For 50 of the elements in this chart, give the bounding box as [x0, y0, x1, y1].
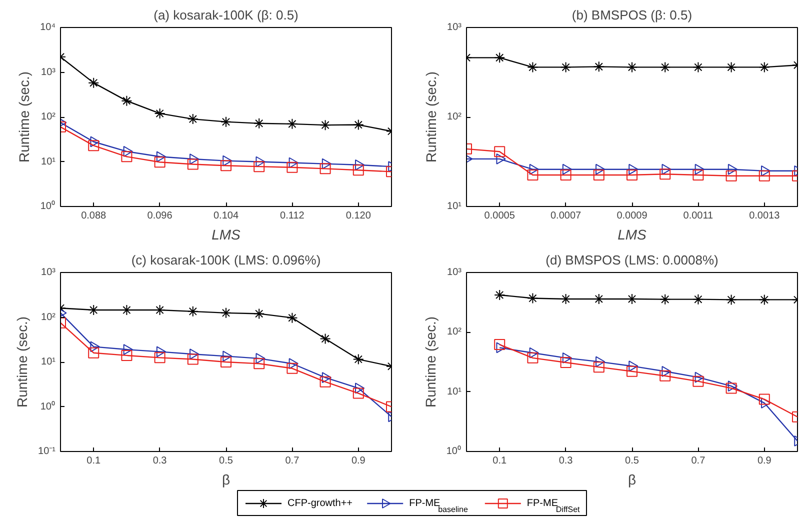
x-tick-label: 0.0005: [484, 210, 516, 222]
y-tick-label: 10³: [447, 22, 462, 33]
x-tick-label: 0.9: [757, 456, 772, 466]
x-tick-label: 0.120: [346, 210, 372, 222]
y-axis-title: Runtime (sec.): [16, 71, 32, 163]
x-tick-label: 0.5: [625, 456, 640, 466]
x-tick-label: 0.0009: [616, 210, 648, 222]
x-tick-label: 0.088: [81, 210, 107, 222]
x-axis-title: β: [222, 472, 230, 488]
chart-title: (c) kosarak-100K (LMS: 0.096%): [131, 252, 321, 268]
y-tick-label: 10³: [41, 66, 56, 78]
y-tick-label: 10²: [447, 326, 462, 338]
x-tick-label: 0.0013: [749, 210, 780, 222]
y-tick-label: 10¹: [41, 156, 56, 168]
y-tick-label: 10¹: [41, 356, 56, 368]
chart-title: (b) BMSPOS (β: 0.5): [572, 8, 692, 22]
x-tick-label: 0.096: [147, 210, 173, 222]
x-tick-label: 0.3: [152, 456, 168, 466]
x-tick-label: 0.9: [351, 456, 366, 466]
y-axis-title: Runtime (sec.): [423, 71, 440, 163]
x-tick-label: 0.1: [86, 456, 101, 466]
y-tick-label: 10⁴: [40, 22, 56, 33]
x-axis-title: β: [628, 472, 636, 488]
y-axis-title: Runtime (sec.): [14, 316, 30, 408]
y-tick-label: 10⁰: [446, 445, 462, 457]
x-axis-title: LMS: [212, 226, 242, 242]
y-axis-title: Runtime (sec.): [422, 316, 438, 408]
x-tick-label: 0.7: [691, 456, 706, 466]
y-tick-label: 10⁰: [40, 200, 56, 212]
y-tick-label: 10²: [41, 112, 56, 122]
x-tick-label: 0.3: [558, 456, 574, 466]
y-tick-label: 10³: [41, 267, 56, 278]
y-tick-label: 10⁻¹: [38, 446, 56, 457]
x-tick-label: 0.0007: [550, 210, 582, 222]
y-tick-label: 10³: [447, 267, 462, 278]
chart-title: (a) kosarak-100K (β: 0.5): [154, 8, 298, 22]
legend-label: CFP-growth++: [288, 498, 353, 509]
x-tick-label: 0.104: [213, 210, 239, 222]
y-tick-label: 10¹: [447, 201, 462, 212]
x-tick-label: 0.112: [280, 210, 305, 222]
y-tick-label: 10⁰: [40, 400, 56, 412]
x-tick-label: 0.7: [285, 456, 300, 466]
y-tick-label: 10¹: [447, 386, 462, 398]
x-axis-title: LMS: [618, 226, 648, 242]
x-tick-label: 0.1: [492, 456, 507, 466]
y-tick-label: 10²: [447, 112, 462, 122]
x-tick-label: 0.0011: [683, 210, 714, 222]
y-tick-label: 10²: [41, 312, 56, 323]
x-tick-label: 0.5: [219, 456, 234, 466]
chart-title: (d) BMSPOS (LMS: 0.0008%): [546, 252, 718, 268]
